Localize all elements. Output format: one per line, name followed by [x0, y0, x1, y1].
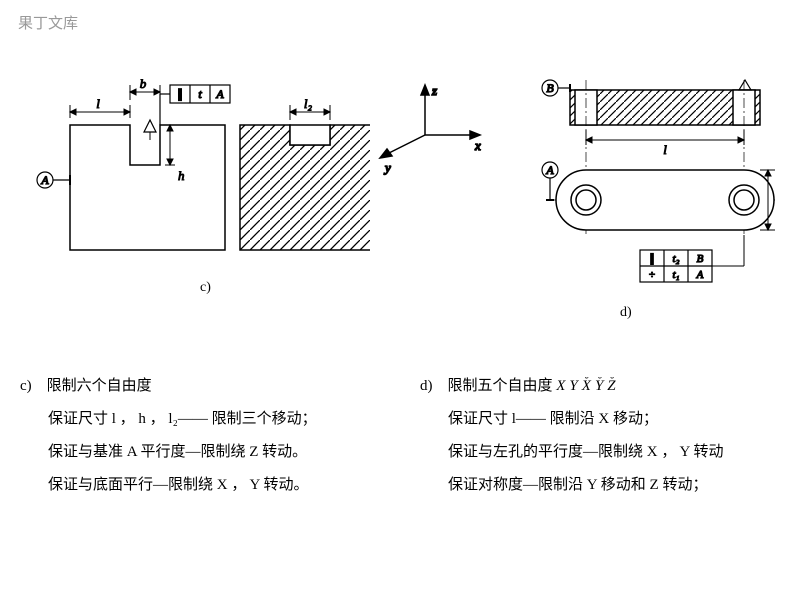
dim-l: l [96, 96, 100, 111]
dim-l2: l₂ [304, 96, 313, 111]
dim-b: b [140, 76, 147, 91]
watermark: 果丁文库 [18, 12, 78, 33]
figure-c: A l b [30, 70, 370, 275]
axis-x: x [474, 138, 481, 153]
text-d: d) 限制五个自由度 XYXYZ 保证尺寸 l—— 限制沿 X 移动； 保证与左… [420, 370, 790, 502]
gdnt-d-sym2: ÷ [649, 269, 655, 281]
figure-c-svg: A l b [30, 70, 370, 270]
text-d-line3: 保证对称度—限制沿 Y 移动和 Z 转动； [420, 469, 790, 502]
gdnt-d-dat1: B [697, 253, 704, 265]
text-d-line0: d) 限制五个自由度 XYXYZ [420, 370, 790, 403]
datum-a-d-label: A [545, 163, 554, 177]
text-c-line3: 保证与底面平行—限制绕 X ， Y 转动。 [20, 469, 400, 502]
gdnt-datum: A [215, 87, 224, 101]
text-c-line1: 保证尺寸 l ， h ， l₂—— 限制三个移动； [20, 403, 400, 436]
text-d-line1: 保证尺寸 l—— 限制沿 X 移动； [420, 403, 790, 436]
dof-1: Y [569, 378, 581, 394]
axis-z: z [431, 83, 437, 98]
gdnt-d-tol1: t₂ [673, 253, 680, 265]
dof-4: Z [607, 378, 619, 394]
axis-y: y [383, 160, 391, 175]
figure-d-label: d) [620, 305, 632, 321]
dof-2: X [582, 378, 595, 394]
text-c-line0: c) 限制六个自由度 [20, 370, 400, 403]
dof-list: XYXYZ [556, 378, 619, 394]
gdnt-d-sym1: ∥ [649, 253, 655, 265]
text-c-line2: 保证与基准 A 平行度—限制绕 Z 转动。 [20, 436, 400, 469]
dof-0: X [556, 378, 569, 394]
text-c: c) 限制六个自由度 保证尺寸 l ， h ， l₂—— 限制三个移动； 保证与… [20, 370, 400, 502]
text-d-line2: 保证与左孔的平行度—限制绕 X ， Y 转动 [420, 436, 790, 469]
gdnt-d-dat2: A [696, 269, 704, 281]
dof-3: Y [595, 378, 607, 394]
figure-d: B l [520, 70, 780, 305]
figure-c-label: c) [200, 280, 211, 296]
datum-a-label: A [40, 173, 49, 187]
datum-b-label: B [546, 81, 554, 95]
text-d-prefix: d) 限制五个自由度 [420, 378, 553, 394]
dim-h: h [178, 168, 185, 183]
gdnt-sym: ∥ [177, 87, 183, 101]
gdnt-d-tol2: t₁ [673, 269, 680, 281]
coordinate-axes: z x y [370, 80, 490, 185]
dim-l-d: l [663, 142, 667, 157]
diagram-row: A l b [0, 70, 800, 290]
